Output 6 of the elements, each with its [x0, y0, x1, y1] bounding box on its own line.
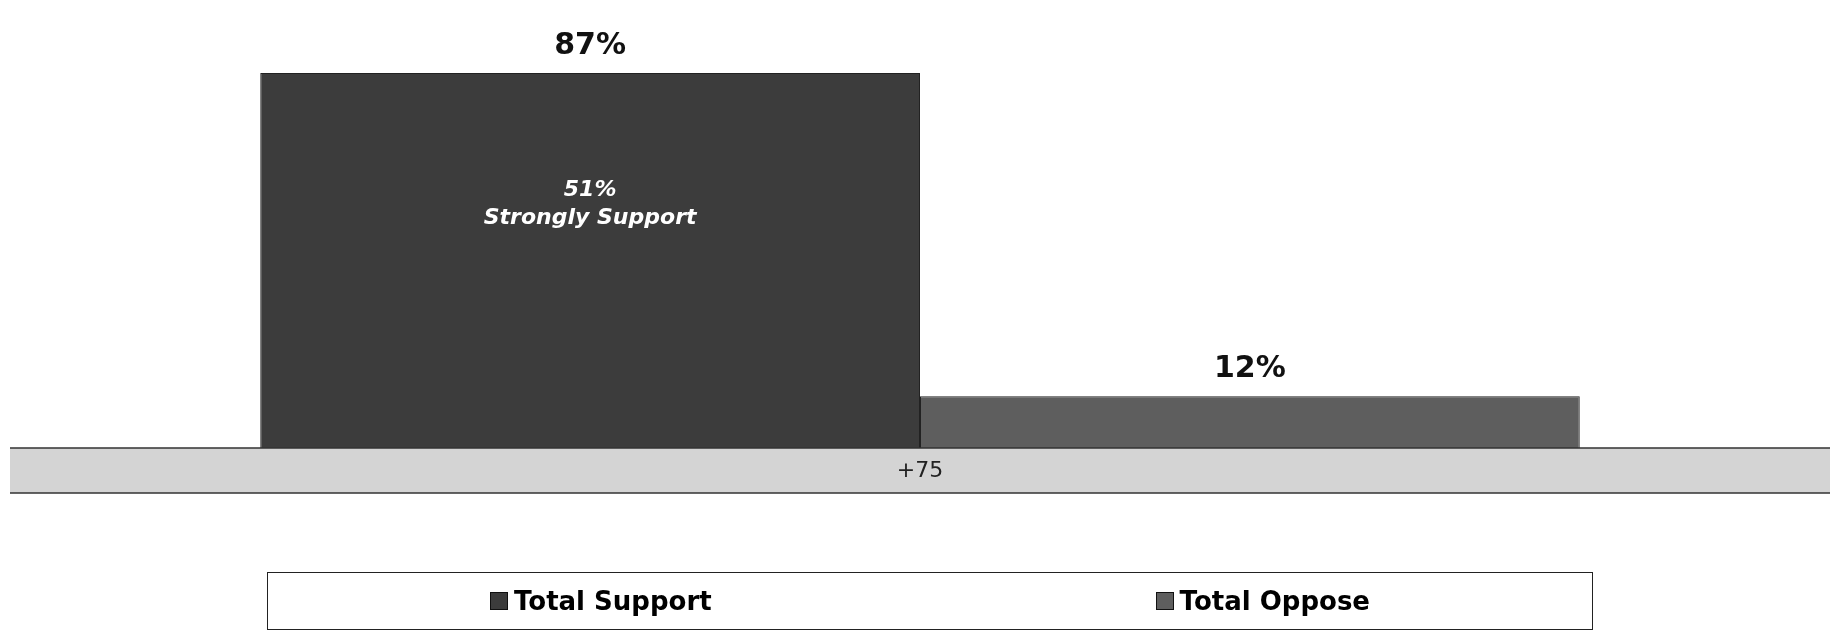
- legend-label: Total Oppose: [1179, 586, 1370, 616]
- text: +75: [896, 456, 944, 482]
- annotation: 51% Strongly Support: [483, 175, 698, 229]
- data-label: 87%: [554, 25, 627, 61]
- data-label: 12%: [1213, 349, 1286, 385]
- legend-label: Total Support: [513, 586, 712, 616]
